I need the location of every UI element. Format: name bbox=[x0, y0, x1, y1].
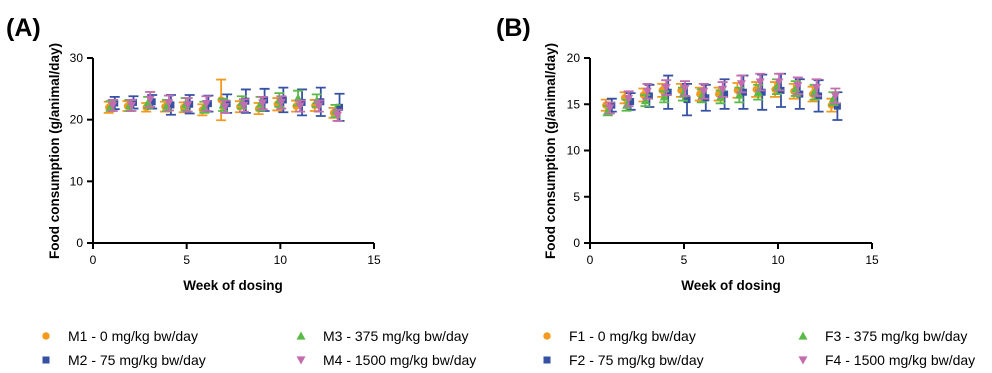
panel-b-x-tick-label: 5 bbox=[681, 253, 688, 267]
data-point bbox=[201, 100, 211, 109]
legend-label: M4 - 1500 mg/kg bw/day bbox=[323, 352, 476, 368]
data-point bbox=[642, 87, 652, 96]
data-point bbox=[721, 90, 729, 98]
data-point bbox=[699, 87, 709, 96]
data-point bbox=[683, 96, 691, 104]
legend-item-m2: M2 - 75 mg/kg bw/day bbox=[42, 352, 206, 368]
panel-b-y-tick-label: 5 bbox=[573, 190, 580, 204]
data-point bbox=[220, 103, 230, 112]
data-point bbox=[239, 101, 249, 110]
legend-marker bbox=[42, 356, 50, 364]
data-point bbox=[640, 96, 650, 105]
panel-a-y-tick-label: 0 bbox=[76, 236, 83, 250]
series-f4 bbox=[604, 72, 841, 115]
data-point bbox=[736, 80, 746, 89]
legend-item-m1: M1 - 0 mg/kg bw/day bbox=[42, 328, 198, 344]
legend-marker bbox=[798, 331, 808, 340]
data-point bbox=[758, 88, 766, 96]
panel-a-x-tick-label: 5 bbox=[183, 253, 190, 267]
data-point bbox=[145, 95, 155, 104]
panel-a-x-tick-label: 10 bbox=[274, 253, 288, 267]
panel-a-y-axis-title: Food consumption (g/animal/day) bbox=[47, 43, 62, 259]
data-point bbox=[664, 88, 672, 96]
data-point bbox=[242, 97, 250, 105]
legend-label: F1 - 0 mg/kg bw/day bbox=[569, 328, 696, 344]
panel-a-label: (A) bbox=[6, 14, 41, 42]
data-point bbox=[295, 102, 305, 111]
data-point bbox=[164, 99, 174, 108]
legend-item-m4: M4 - 1500 mg/kg bw/day bbox=[296, 352, 476, 368]
data-point bbox=[812, 84, 822, 93]
panel-b-y-tick-label: 15 bbox=[567, 97, 581, 111]
panel-b-chart: (B) Food consumption (g/animal/day) Week… bbox=[496, 14, 879, 293]
series-m4 bbox=[107, 91, 343, 122]
data-point bbox=[661, 84, 671, 93]
data-point bbox=[183, 101, 193, 110]
legend-label: M2 - 75 mg/kg bw/day bbox=[68, 352, 206, 368]
panel-a-y-tick-label: 30 bbox=[70, 51, 84, 65]
legend-marker bbox=[296, 331, 306, 340]
legend-label: F2 - 75 mg/kg bw/day bbox=[569, 352, 704, 368]
data-point bbox=[298, 98, 306, 106]
data-point bbox=[317, 98, 325, 106]
panel-b-x-tick-label: 10 bbox=[771, 253, 785, 267]
data-point bbox=[627, 97, 635, 105]
data-point bbox=[108, 101, 118, 110]
data-point bbox=[276, 98, 286, 107]
panel-b-x-axis-title: Week of dosing bbox=[681, 278, 781, 293]
panel-b-x-tick-label: 0 bbox=[587, 253, 594, 267]
data-point bbox=[314, 102, 324, 111]
data-point bbox=[659, 92, 669, 101]
legend-item-m3: M3 - 375 mg/kg bw/day bbox=[296, 328, 469, 344]
data-point bbox=[680, 84, 690, 94]
data-point bbox=[167, 101, 175, 109]
data-point bbox=[333, 111, 343, 120]
legend-marker bbox=[543, 356, 551, 364]
legend-label: M1 - 0 mg/kg bw/day bbox=[68, 328, 198, 344]
data-point bbox=[833, 102, 841, 110]
data-point bbox=[645, 92, 653, 100]
data-point bbox=[753, 87, 763, 96]
legend-item-f3: F3 - 375 mg/kg bw/day bbox=[798, 328, 967, 344]
data-point bbox=[718, 85, 728, 94]
legend-marker bbox=[543, 332, 551, 340]
panel-b-y-tick-label: 10 bbox=[567, 144, 581, 158]
panel-a-x-axis-title: Week of dosing bbox=[183, 278, 283, 293]
panel-b-y-axis-title: Food consumption (g/animal/day) bbox=[543, 43, 558, 259]
legend-item-f2: F2 - 75 mg/kg bw/day bbox=[543, 352, 704, 368]
legend-label: M3 - 375 mg/kg bw/day bbox=[323, 328, 469, 344]
panel-a-x-tick-label: 0 bbox=[90, 253, 97, 267]
data-point bbox=[755, 78, 765, 87]
data-point bbox=[702, 94, 710, 102]
panel-a-y-tick-label: 20 bbox=[70, 113, 84, 127]
data-point bbox=[793, 82, 803, 91]
panel-a-y-tick-label: 10 bbox=[70, 174, 84, 188]
panel-b-y-tick-label: 0 bbox=[573, 236, 580, 250]
legend-marker bbox=[798, 356, 808, 365]
panel-a-chart: (A) Food consumption (g/animal/day) Week… bbox=[6, 14, 381, 293]
data-point bbox=[734, 90, 744, 99]
data-point bbox=[830, 92, 840, 101]
data-point bbox=[774, 78, 784, 87]
legend-marker bbox=[42, 332, 50, 340]
panel-a-x-tick-label: 15 bbox=[367, 253, 381, 267]
data-point bbox=[624, 95, 634, 104]
panel-b-y-tick-label: 20 bbox=[567, 51, 581, 65]
data-point bbox=[148, 98, 156, 106]
legend-item-f1: F1 - 0 mg/kg bw/day bbox=[543, 328, 696, 344]
panel-b-x-tick-label: 15 bbox=[865, 253, 879, 267]
data-point bbox=[605, 104, 615, 113]
legend-item-f4: F4 - 1500 mg/kg bw/day bbox=[798, 352, 975, 368]
panel-b-label: (B) bbox=[496, 14, 531, 42]
data-point bbox=[258, 99, 268, 108]
data-point bbox=[126, 101, 136, 110]
legend-label: F3 - 375 mg/kg bw/day bbox=[825, 328, 967, 344]
legend: M1 - 0 mg/kg bw/day M3 - 375 mg/kg bw/day… bbox=[42, 328, 975, 368]
legend-marker bbox=[296, 356, 306, 365]
legend-label: F4 - 1500 mg/kg bw/day bbox=[825, 352, 975, 368]
data-point bbox=[336, 103, 344, 111]
